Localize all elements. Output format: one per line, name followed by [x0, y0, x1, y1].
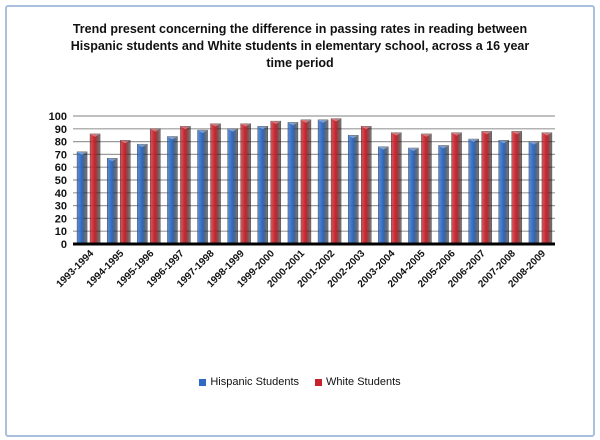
y-tick-label: 80 — [55, 137, 67, 149]
bar-hispanic — [498, 140, 510, 245]
bar-hispanic — [106, 158, 118, 245]
bar-cap — [240, 123, 251, 127]
bar-white — [481, 131, 492, 245]
bar-white — [421, 133, 432, 245]
bar-white — [89, 133, 101, 245]
y-tick-label: 40 — [55, 188, 67, 200]
bar-cap — [197, 130, 208, 134]
chart-frame — [5, 5, 595, 437]
bar-cap — [361, 126, 372, 130]
bar-cap — [528, 141, 539, 145]
bar-hispanic — [76, 151, 88, 245]
bar-hispanic — [257, 126, 269, 245]
legend-label: Hispanic Students — [210, 376, 300, 388]
y-tick-label: 20 — [55, 213, 67, 225]
bar-white — [210, 123, 221, 245]
bar-cap — [498, 140, 509, 144]
bar-cap — [107, 158, 118, 162]
bar-cap — [378, 146, 389, 150]
bar-cap — [348, 135, 359, 139]
y-tick-label: 50 — [55, 175, 67, 187]
legend-swatch — [199, 378, 207, 386]
chart-title: Trend present concerning the difference … — [70, 22, 530, 70]
y-tick-label: 30 — [55, 201, 67, 213]
bar-hispanic — [438, 145, 449, 245]
bar-cap — [318, 119, 329, 123]
y-tick-label: 90 — [55, 124, 67, 136]
bar-white — [300, 119, 312, 245]
bar-hispanic — [317, 119, 329, 245]
bar-cap — [287, 122, 298, 126]
bar-hispanic — [197, 129, 208, 245]
y-tick-label: 10 — [55, 226, 67, 238]
legend: Hispanic Students White Students — [0, 376, 600, 388]
bar-cap — [438, 145, 449, 149]
bar-cap — [167, 136, 178, 140]
y-tick-label: 0 — [61, 239, 67, 251]
bar-white — [150, 128, 161, 245]
bar-cap — [77, 151, 88, 155]
bar-cap — [150, 128, 161, 132]
bar-hispanic — [287, 122, 299, 245]
legend-item: Hispanic Students — [199, 376, 299, 388]
bar-cap — [210, 123, 221, 127]
bar-cap — [90, 133, 101, 137]
y-tick-label: 60 — [55, 162, 67, 174]
bar-hispanic — [378, 146, 389, 245]
y-tick-label: 100 — [49, 111, 67, 123]
bar-cap — [468, 139, 479, 143]
bar-hispanic — [347, 134, 359, 245]
bar-cap — [481, 131, 492, 135]
bar-hispanic — [408, 147, 419, 245]
bar-hispanic — [227, 128, 238, 245]
bar-white — [511, 131, 523, 245]
bar-white — [541, 132, 553, 245]
y-tick-label: 70 — [55, 149, 67, 161]
bar-cap — [421, 133, 432, 137]
bar-cap — [511, 131, 522, 135]
bar-cap — [391, 132, 402, 136]
bar-cap — [300, 119, 311, 123]
legend-label: White Students — [326, 376, 401, 388]
bar-white — [391, 132, 402, 245]
bar-white — [270, 120, 282, 245]
bar-hispanic — [528, 141, 540, 245]
bar-cap — [331, 118, 342, 122]
bar-white — [180, 126, 191, 245]
bar-white — [119, 140, 131, 245]
bar-cap — [227, 128, 238, 132]
bar-cap — [180, 126, 191, 130]
legend-swatch — [315, 378, 323, 386]
bar-white — [330, 118, 342, 245]
bar-white — [451, 132, 462, 245]
bar-hispanic — [468, 138, 479, 245]
bar-cap — [451, 132, 462, 136]
bar-cap — [541, 132, 552, 136]
legend-item: White Students — [315, 376, 401, 388]
bar-cap — [408, 148, 419, 151]
bar-hispanic — [167, 136, 178, 245]
bar-hispanic — [137, 143, 148, 245]
bar-white — [240, 123, 251, 245]
bar-white — [360, 126, 372, 245]
bar-cap — [257, 126, 268, 130]
bar-cap — [120, 140, 131, 144]
bar-cap — [270, 121, 281, 125]
bar-cap — [137, 144, 148, 148]
